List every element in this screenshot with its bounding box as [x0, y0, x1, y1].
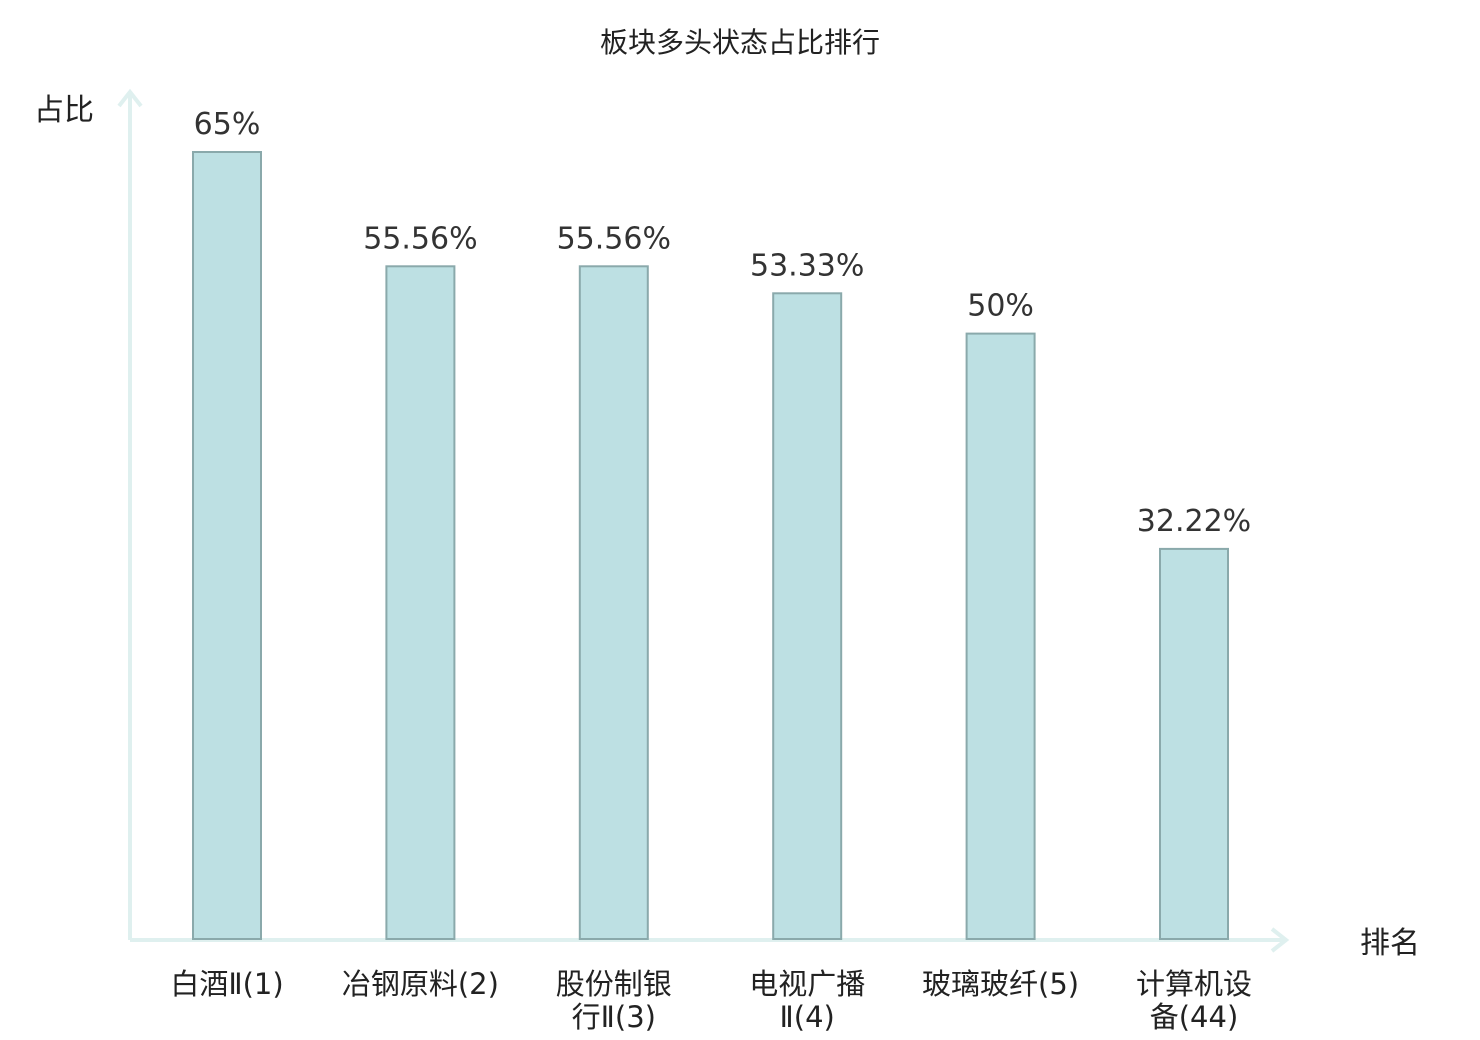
bar-value-label: 65%: [194, 107, 261, 142]
value-labels: 65% 55.56% 55.56% 53.33% 50% 32.22%: [194, 107, 1252, 539]
bar: [385, 265, 456, 940]
bar-value-label: 53.33%: [750, 248, 864, 283]
bar-value-label: 32.22%: [1137, 504, 1251, 539]
category-tick-label: 行Ⅱ(3): [572, 1000, 656, 1034]
y-axis-label: 占比: [34, 93, 94, 128]
bar: [578, 265, 649, 940]
category-tick-label: 冶钢原料(2): [342, 967, 499, 1001]
bar: [965, 332, 1036, 941]
category-tick-label: Ⅱ(4): [780, 1000, 835, 1034]
bar-value-label: 50%: [967, 289, 1034, 324]
bar: [772, 292, 843, 940]
bars: [192, 151, 1229, 941]
x-axis-arrowhead: [1270, 927, 1290, 953]
category-tick-label: 股份制银: [556, 967, 672, 1001]
axes: [117, 88, 1290, 953]
bar: [1159, 547, 1229, 941]
category-tick-label: 计算机设: [1136, 967, 1252, 1001]
category-tick-label: 备(44): [1150, 1000, 1239, 1034]
category-tick-label: 玻璃玻纤(5): [922, 967, 1079, 1001]
bar-value-label: 55.56%: [363, 221, 477, 256]
category-tick-label: 白酒Ⅱ(1): [170, 967, 283, 1001]
x-axis-label: 排名: [1360, 926, 1420, 961]
category-tick-label: 电视广播: [749, 967, 865, 1001]
bar-value-label: 55.56%: [557, 221, 671, 256]
chart-title: 板块多头状态占比排行: [600, 26, 880, 59]
bar: [192, 151, 262, 940]
y-axis-arrowhead: [117, 88, 143, 108]
